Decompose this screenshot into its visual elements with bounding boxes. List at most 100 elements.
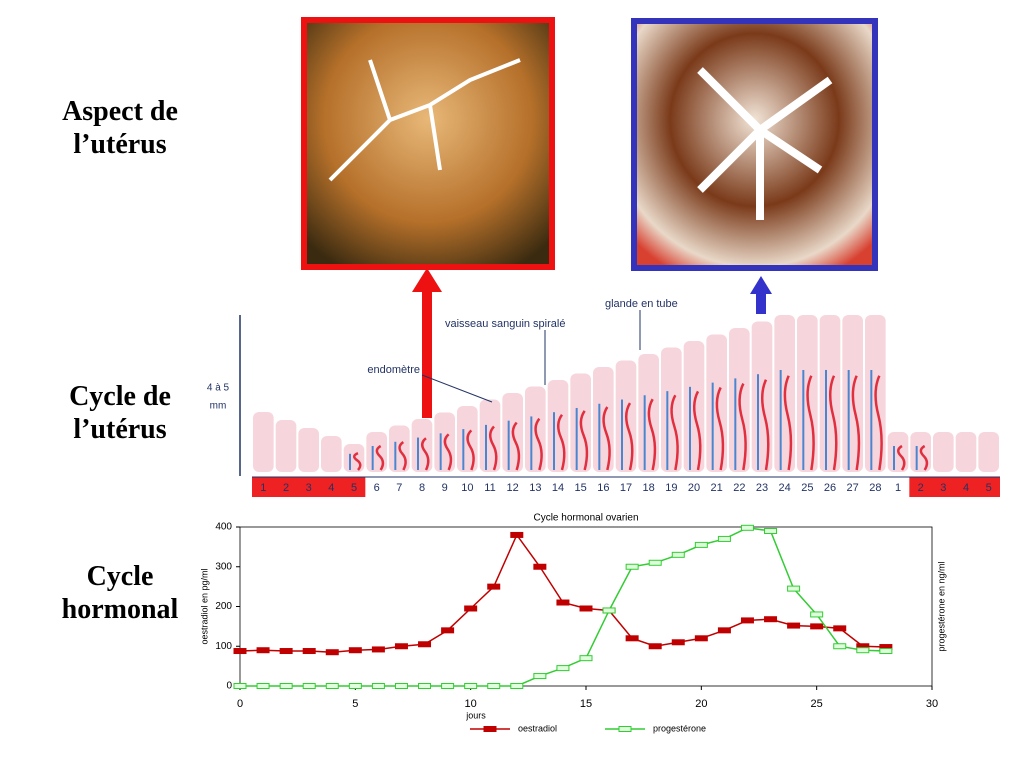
label-line: l’utérus (73, 129, 167, 160)
x-tick-label: 25 (811, 698, 823, 710)
spiral-vessel (670, 394, 679, 471)
point (279, 648, 293, 655)
spiral-vessel (353, 452, 362, 471)
point (487, 683, 501, 689)
point (694, 541, 708, 548)
point (510, 683, 524, 689)
day-label: 13 (529, 482, 541, 494)
tissue-column (298, 428, 319, 472)
point (233, 648, 247, 655)
point (625, 635, 639, 642)
spiral-vessel (806, 375, 815, 471)
spiral-vessel (489, 425, 498, 471)
spiral-vessel (443, 433, 453, 471)
day-label: 28 (869, 482, 881, 494)
point (740, 524, 754, 531)
spiral-vessel (919, 444, 929, 471)
label-line: Aspect de (62, 96, 178, 127)
day-label: 24 (779, 482, 791, 494)
annotation: vaisseau sanguin spiralé (445, 318, 565, 330)
point (648, 643, 662, 650)
point (394, 683, 408, 689)
day-label: 1 (895, 482, 901, 494)
day-label: 27 (847, 482, 859, 494)
day-label: 26 (824, 482, 836, 494)
day-label: 20 (688, 482, 700, 494)
day-label: 21 (711, 482, 723, 494)
series-line (239, 533, 886, 653)
point (556, 665, 570, 672)
point (602, 607, 616, 614)
photo-uterus-proliferative (301, 17, 555, 270)
point (441, 627, 455, 634)
tissue-column (978, 432, 999, 472)
point (233, 683, 247, 689)
point (740, 617, 754, 624)
endometrium-illustration (253, 315, 999, 472)
day-label: 17 (620, 482, 632, 494)
point (764, 616, 778, 623)
point (394, 643, 408, 650)
point (810, 623, 824, 630)
x-axis-label: jours (465, 710, 486, 720)
day-label: 25 (801, 482, 813, 494)
spiral-vessel (534, 417, 543, 471)
spiral-vessel (829, 375, 838, 471)
spiral-vessel (715, 386, 725, 471)
menses-band (909, 477, 1000, 497)
arrow-red (412, 268, 442, 418)
spiral-vessel (557, 414, 566, 471)
day-label: 11 (484, 482, 495, 494)
spiral-vessel (851, 375, 861, 471)
point (256, 647, 270, 654)
y-tick-label: 100 (215, 641, 232, 652)
day-label: 16 (597, 482, 609, 494)
label-line: hormonal (61, 594, 179, 625)
day-label: 9 (442, 482, 448, 494)
menses-band (252, 477, 366, 497)
point (764, 527, 778, 534)
day-label: 8 (419, 482, 425, 494)
point (579, 655, 593, 662)
point (787, 585, 801, 592)
spiral-vessel (579, 410, 589, 471)
series-line (240, 527, 886, 687)
day-label: 14 (552, 482, 564, 494)
point (348, 683, 362, 689)
label-line: l’utérus (73, 414, 167, 445)
tissue-column (955, 432, 977, 472)
annotation: glande en tube (605, 298, 678, 310)
spiral-vessel (466, 429, 475, 471)
spiral-vessel (693, 390, 702, 471)
spiral-vessel (602, 406, 611, 471)
y-tick-label: 200 (215, 601, 232, 612)
tissue-column (253, 412, 274, 472)
point (279, 683, 293, 689)
day-label: 5 (986, 482, 992, 494)
point (487, 583, 501, 590)
x-tick-label: 5 (352, 698, 358, 710)
spiral-vessel (738, 383, 747, 471)
point (441, 683, 455, 689)
legend-label: oestradiol (518, 723, 557, 733)
day-label: 10 (461, 482, 473, 494)
x-tick-label: 0 (237, 698, 243, 710)
x-tick-label: 15 (580, 698, 592, 710)
day-label: 19 (665, 482, 677, 494)
day-label: 22 (733, 482, 745, 494)
day-label: 2 (918, 482, 924, 494)
tissue-column (275, 420, 297, 472)
point (671, 551, 685, 558)
point (418, 641, 432, 648)
spiral-vessel (874, 375, 883, 471)
y-axis-label: oestradiol en pg/ml (199, 568, 209, 644)
row-label: Cycle hormonal (30, 560, 210, 626)
point (325, 683, 339, 689)
point (510, 531, 524, 538)
spiral-vessel (398, 441, 407, 471)
tissue-column (933, 432, 954, 472)
row-label: Cycle de l’utérus (30, 380, 210, 446)
point (371, 683, 385, 689)
leader (421, 374, 493, 403)
